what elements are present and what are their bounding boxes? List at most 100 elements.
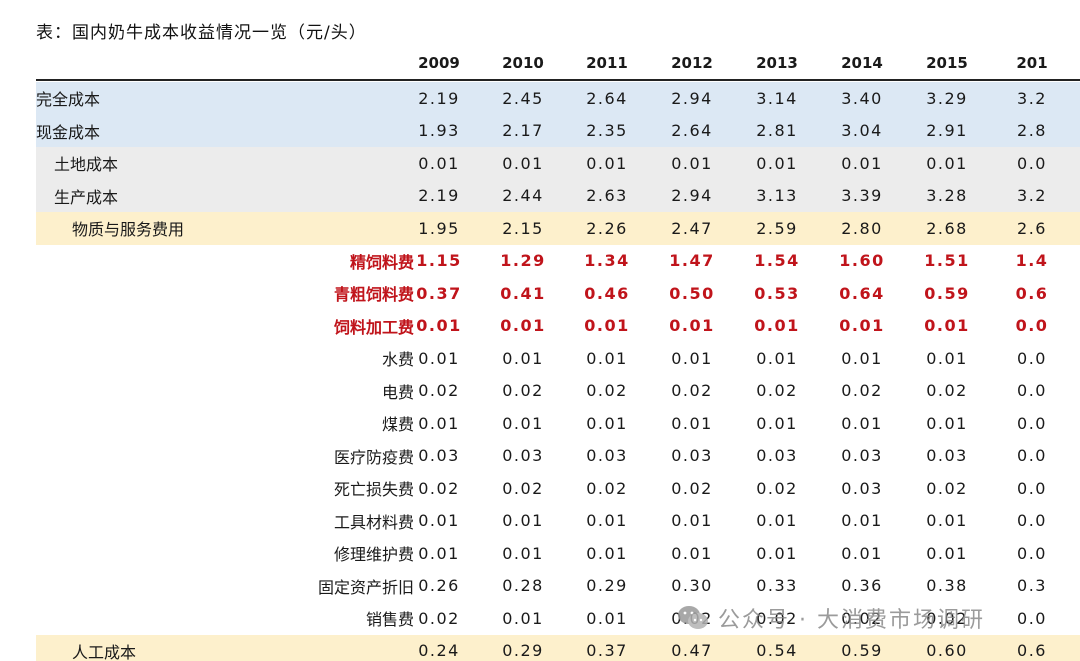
- table-cell: 0.33: [756, 576, 798, 596]
- table-cell: 0.6: [1017, 641, 1047, 661]
- row-label: 煤费: [381, 415, 414, 435]
- table-cell: 0.01: [754, 316, 800, 336]
- table-cell: 2.94: [671, 88, 713, 108]
- table-cell: 0.01: [502, 543, 544, 563]
- table-cell: 0.03: [418, 446, 460, 466]
- table-cell: 0.02: [926, 478, 968, 498]
- table-cell: 0.0: [1017, 478, 1047, 498]
- table-cell: 3.2: [1017, 186, 1047, 206]
- table-cell: 0.01: [671, 511, 713, 531]
- table-cell: 0.01: [418, 413, 460, 433]
- table-cell: 0.37: [416, 283, 462, 303]
- row-label: 人工成本: [72, 642, 137, 661]
- table-cell: 2.19: [418, 186, 460, 206]
- row-label: 工具材料费: [333, 512, 414, 532]
- table-cell: 2.47: [671, 218, 713, 238]
- table-cell: 0.01: [756, 348, 798, 368]
- table-cell: 2.44: [502, 186, 544, 206]
- table-cell: 2.59: [756, 218, 798, 238]
- header-year: 2012: [671, 53, 713, 72]
- table-cell: 0.01: [926, 511, 968, 531]
- table-row: 精饲料费 1.15 1.29 1.34 1.47 1.54 1.60 1.51 1.4: [36, 244, 1080, 277]
- table-cell: 3.14: [756, 88, 798, 108]
- table-cell: 0.01: [926, 153, 968, 173]
- table-row: 物质与服务费用 1.95 2.15 2.26 2.47 2.59 2.80 2.68 2.6: [36, 212, 1080, 245]
- row-label: 医疗防疫费: [333, 447, 414, 467]
- table-cell: 3.04: [841, 121, 883, 141]
- table-cell: 2.35: [586, 121, 628, 141]
- table-cell: 2.81: [756, 121, 798, 141]
- table-cell: 2.64: [586, 88, 628, 108]
- table-cell: 0.3: [1017, 576, 1047, 596]
- table-cell: 0.01: [926, 348, 968, 368]
- table-cell: 0.01: [926, 413, 968, 433]
- table-cell: 0.29: [502, 641, 544, 661]
- table-cell: 0.59: [841, 641, 883, 661]
- table-cell: 0.01: [586, 348, 628, 368]
- row-label: 完全成本: [36, 90, 101, 110]
- table-cell: 3.28: [926, 186, 968, 206]
- table-cell: 0.01: [584, 316, 630, 336]
- header-year: 2013: [756, 53, 798, 72]
- header-year: 2015: [926, 53, 968, 72]
- table-row: 修理维护费 0.01 0.01 0.01 0.01 0.01 0.01 0.01 0.0: [36, 537, 1080, 570]
- row-label: 精饲料费: [349, 252, 414, 272]
- table-cell: 0.02: [418, 608, 460, 628]
- table-cell: 0.6: [1015, 283, 1049, 303]
- table-cell: 0.03: [502, 446, 544, 466]
- table-row: 医疗防疫费 0.03 0.03 0.03 0.03 0.03 0.03 0.03 0.0: [36, 439, 1080, 472]
- table-cell: 2.91: [926, 121, 968, 141]
- header-year: 2010: [502, 53, 544, 72]
- table-cell: 0.01: [502, 608, 544, 628]
- table-cell: 0.01: [500, 316, 546, 336]
- table-cell: 0.01: [502, 153, 544, 173]
- table-row: 现金成本 1.93 2.17 2.35 2.64 2.81 3.04 2.91 2.8: [36, 114, 1080, 147]
- table-cell: 0.01: [841, 413, 883, 433]
- table-cell: 2.15: [502, 218, 544, 238]
- table-cell: 2.45: [502, 88, 544, 108]
- table-cell: 1.47: [669, 251, 715, 271]
- table-cell: 0.0: [1017, 381, 1047, 401]
- table-cell: 0.01: [586, 511, 628, 531]
- table-cell: 0.60: [926, 641, 968, 661]
- table-cell: 2.19: [418, 88, 460, 108]
- row-label: 生产成本: [54, 187, 119, 207]
- row-label: 水费: [381, 350, 414, 370]
- wechat-icon: [678, 606, 708, 629]
- table-row: 水费 0.01 0.01 0.01 0.01 0.01 0.01 0.01 0.0: [36, 342, 1080, 375]
- table-cell: 0.01: [756, 153, 798, 173]
- table-cell: 1.34: [584, 251, 630, 271]
- table-cell: 0.38: [926, 576, 968, 596]
- table-cell: 0.0: [1017, 348, 1047, 368]
- table-row: 固定资产折旧 0.26 0.28 0.29 0.30 0.33 0.36 0.38 0.3: [36, 569, 1080, 602]
- header-year: 2009: [418, 53, 460, 72]
- table-cell: 0.02: [926, 381, 968, 401]
- table-cell: 0.50: [669, 283, 715, 303]
- table-cell: 0.01: [586, 608, 628, 628]
- table-cell: 0.01: [839, 316, 885, 336]
- table-cell: 0.02: [502, 381, 544, 401]
- table-cell: 0.02: [671, 478, 713, 498]
- table-cell: 0.01: [586, 543, 628, 563]
- table-cell: 2.17: [502, 121, 544, 141]
- table-header: 2009 2010 2011 2012 2013 2014 2015 201: [36, 46, 1080, 81]
- table-cell: 0.01: [416, 316, 462, 336]
- table-cell: 0.54: [756, 641, 798, 661]
- table-cell: 3.39: [841, 186, 883, 206]
- table-cell: 0.01: [926, 543, 968, 563]
- row-label: 销售费: [365, 610, 414, 630]
- table-cell: 0.0: [1017, 413, 1047, 433]
- table-cell: 0.26: [418, 576, 460, 596]
- table-cell: 0.41: [500, 283, 546, 303]
- table-cell: 0.30: [671, 576, 713, 596]
- table-cell: 1.54: [754, 251, 800, 271]
- table-cell: 0.01: [418, 153, 460, 173]
- table-cell: 0.01: [671, 348, 713, 368]
- table-cell: 0.01: [756, 511, 798, 531]
- table-cell: 0.01: [418, 511, 460, 531]
- table-row: 死亡损失费 0.02 0.02 0.02 0.02 0.02 0.03 0.02 0.0: [36, 472, 1080, 505]
- table-cell: 3.2: [1017, 88, 1047, 108]
- row-label: 青粗饲料费: [333, 285, 414, 305]
- row-label: 土地成本: [54, 155, 119, 175]
- table-cell: 0.0: [1017, 446, 1047, 466]
